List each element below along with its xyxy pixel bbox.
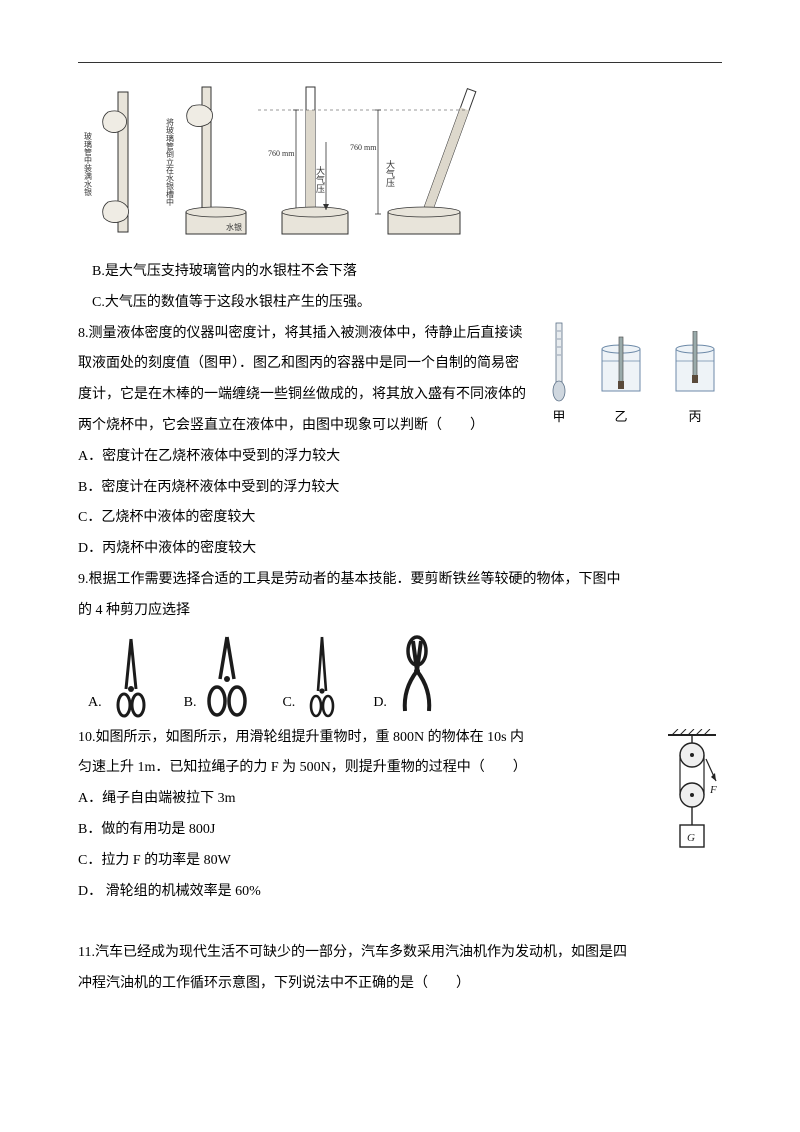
q9-scissor-row: A. B. C. D. [88, 633, 722, 719]
scissors-a-icon [106, 633, 156, 719]
q8-label-yi: 乙 [614, 403, 627, 432]
q9-label-a: A. [88, 688, 102, 719]
pulley-system-icon: G F [662, 729, 722, 859]
blank-line [78, 907, 722, 938]
svg-text:玻璃管中装满水银: 玻璃管中装满水银 [84, 131, 93, 197]
q10-block: G F 10.如图所示，如图所示，用滑轮组提升重物时，重 800N 的物体在 1… [78, 723, 722, 908]
svg-text:大气压: 大气压 [315, 165, 325, 194]
q7-option-b: B.是大气压支持玻璃管内的水银柱不会下落 [78, 257, 722, 288]
q9-label-d: D. [373, 688, 387, 719]
q8-label-jia: 甲 [552, 403, 565, 432]
q10-option-a: A．绳子自由端被拉下 3m [78, 784, 722, 815]
svg-text:水银: 水银 [226, 222, 242, 232]
q10-figure: G F [662, 729, 722, 859]
mercury-figure-row: 玻璃管中装满水银 将玻璃管倒立在水银槽中 水银 760 mm 大气压 [78, 82, 722, 247]
q8-option-d: D．丙烧杯中液体的密度较大 [78, 534, 722, 565]
scissors-c-icon [299, 633, 345, 719]
q9-label-b: B. [184, 688, 197, 719]
q9-opt-b: B. [184, 633, 255, 719]
q8-block: 甲 乙 _line x1="8" y1="30" x2="46" y2="30"… [78, 319, 722, 565]
q8-figure: 甲 乙 _line x1="8" y1="30" x2="46" y2="30"… [544, 319, 722, 432]
q8-option-b: B．密度计在丙烧杯液体中受到的浮力较大 [78, 473, 722, 504]
q8-option-a: A．密度计在乙烧杯液体中受到的浮力较大 [78, 442, 722, 473]
q9-stem-1: 9.根据工作需要选择合适的工具是劳动者的基本技能．要剪断铁丝等较硬的物体，下图中 [78, 565, 722, 596]
q7-option-c: C.大气压的数值等于这段水银柱产生的压强。 [78, 288, 722, 319]
q10-option-c: C．拉力 F 的功率是 80W [78, 846, 722, 877]
top-horizontal-rule [78, 62, 722, 63]
q8-yi-unit: 乙 [594, 331, 648, 432]
svg-text:760 mm: 760 mm [268, 149, 295, 158]
q8-jia-unit: 甲 [544, 319, 574, 432]
beaker-yi-icon [594, 331, 648, 403]
q9-opt-a: A. [88, 633, 156, 719]
q9-stem-2: 的 4 种剪刀应选择 [78, 596, 722, 627]
q9-opt-d: D. [373, 633, 443, 719]
q11-stem-2: 冲程汽油机的工作循环示意图，下列说法中不正确的是（ ） [78, 969, 722, 1000]
q11-stem-1: 11.汽车已经成为现代生活不可缺少的一部分，汽车多数采用汽油机作为发动机，如图是… [78, 938, 722, 969]
q8-option-c: C．乙烧杯中液体的密度较大 [78, 503, 722, 534]
q8-label-bing: 丙 [688, 403, 701, 432]
q10-stem-2: 匀速上升 1m．已知拉绳子的力 F 为 500N，则提升重物的过程中（ ） [78, 753, 722, 784]
hydrometer-jia-icon [544, 319, 574, 403]
q10-option-b: B．做的有用功是 800J [78, 815, 722, 846]
mercury-figure-svg: 玻璃管中装满水银 将玻璃管倒立在水银槽中 水银 760 mm 大气压 [78, 82, 478, 247]
q10-option-d: D． 滑轮组的机械效率是 60% [78, 877, 722, 908]
svg-text:F: F [709, 784, 717, 796]
q8-bing-unit: _line x1="8" y1="30" x2="46" y2="30" str… [668, 331, 722, 432]
q10-stem-1: 10.如图所示，如图所示，用滑轮组提升重物时，重 800N 的物体在 10s 内 [78, 723, 722, 754]
q9-opt-c: C. [282, 633, 345, 719]
scissors-d-icon [391, 633, 443, 719]
svg-text:大气压: 大气压 [385, 159, 395, 188]
scissors-b-icon [200, 633, 254, 719]
q9-label-c: C. [282, 688, 295, 719]
svg-text:将玻璃管倒立在水银槽中: 将玻璃管倒立在水银槽中 [166, 117, 175, 207]
svg-text:760 mm: 760 mm [350, 143, 377, 152]
svg-text:G: G [687, 832, 695, 844]
beaker-bing-icon: _line x1="8" y1="30" x2="46" y2="30" str… [668, 331, 722, 403]
